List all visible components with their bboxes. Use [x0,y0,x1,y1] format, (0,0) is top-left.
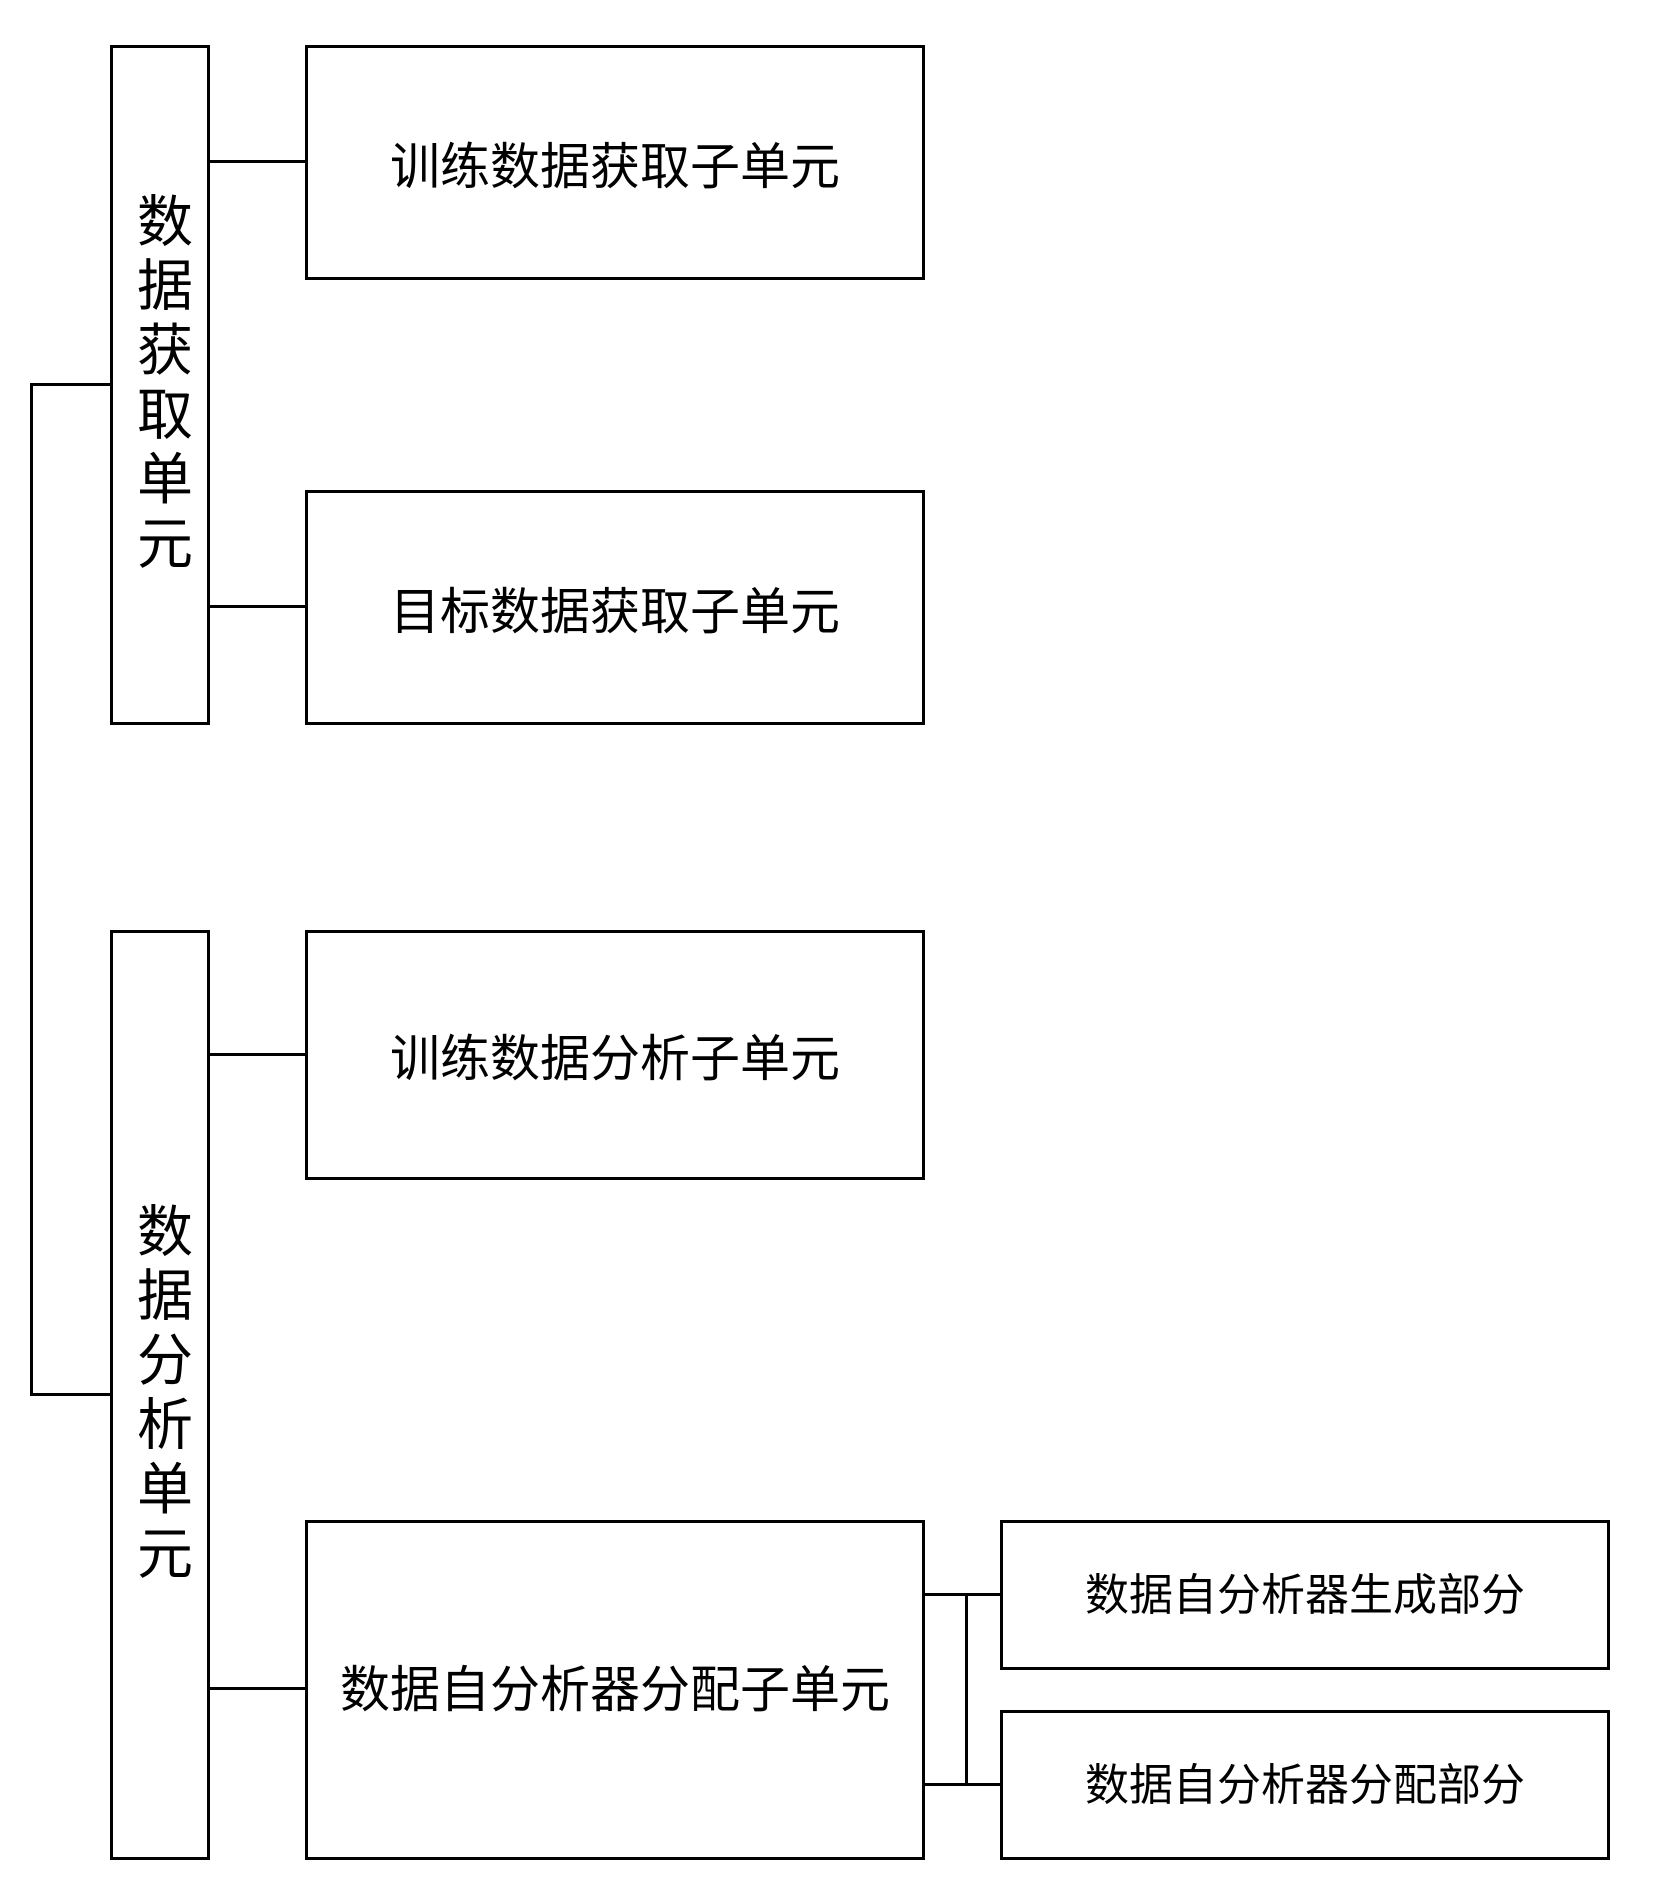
connector [210,605,305,608]
connector [210,1053,305,1056]
connector [925,1783,1000,1786]
node-analyzer-generate-part: 数据自分析器生成部分 [1000,1520,1610,1670]
node-label: 数据自分析器分配部分 [1085,1758,1525,1813]
connector [965,1593,968,1786]
connector [925,1593,1000,1596]
node-train-data-analysis: 训练数据分析子单元 [305,930,925,1180]
node-label: 数据自分析器生成部分 [1085,1568,1525,1623]
connector [210,160,305,163]
node-data-acquire-unit: 数据获取单元 [110,45,210,725]
connector [210,1687,305,1690]
node-train-data-acquire: 训练数据获取子单元 [305,45,925,280]
node-label: 数据分析单元 [120,1202,201,1588]
diagram-canvas: 数据获取单元 数据分析单元 训练数据获取子单元 目标数据获取子单元 训练数据分析… [0,0,1659,1898]
node-analyzer-distribute-part: 数据自分析器分配部分 [1000,1710,1610,1860]
node-label: 数据自分析器分配子单元 [340,1658,890,1723]
connector [30,1393,110,1396]
node-analyzer-distributor: 数据自分析器分配子单元 [305,1520,925,1860]
connector [30,383,33,1396]
node-target-data-acquire: 目标数据获取子单元 [305,490,925,725]
node-label: 目标数据获取子单元 [390,572,840,644]
node-label: 训练数据获取子单元 [390,127,840,199]
node-label: 训练数据分析子单元 [390,1019,840,1091]
node-data-analysis-unit: 数据分析单元 [110,930,210,1860]
connector [30,383,110,386]
node-label: 数据获取单元 [120,192,201,578]
